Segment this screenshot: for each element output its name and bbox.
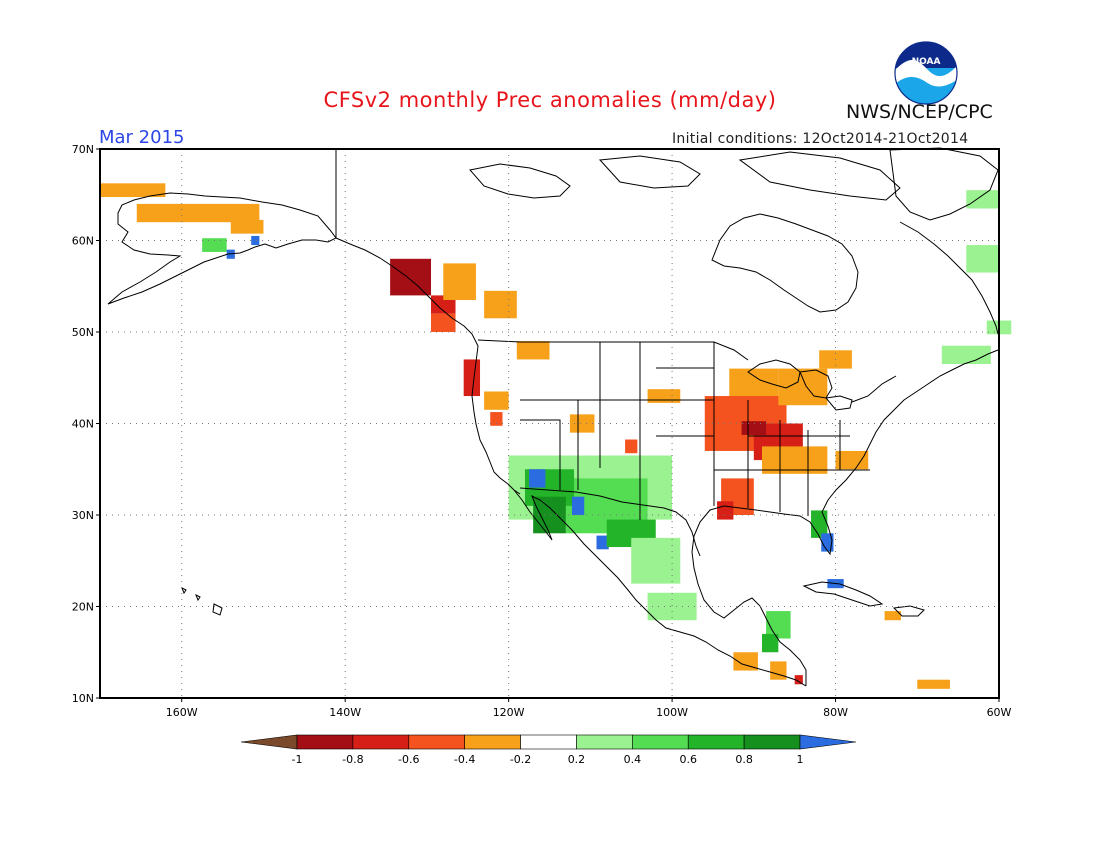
gulf-coast (691, 349, 999, 686)
colorbar-segment (632, 734, 689, 750)
anomaly-cell-48 (966, 190, 999, 209)
colorbar-segment (408, 734, 465, 750)
anomaly-cell-12 (463, 359, 481, 397)
lat-label: 30N (72, 509, 94, 522)
great-lakes (747, 359, 853, 411)
noaa-logo: NOAA (894, 41, 958, 105)
anomaly-cell-10 (484, 290, 517, 319)
lon-label: 160W (166, 706, 198, 719)
anomaly-cell-34 (596, 535, 609, 550)
colorbar-segment (743, 734, 801, 750)
lon-label: 140W (329, 706, 361, 719)
anomaly-cell-42 (761, 633, 779, 653)
anomaly-cell-33 (571, 496, 585, 515)
arctic-islands (469, 147, 999, 221)
colorbar-segment (576, 734, 633, 750)
colorbar-label: -0.4 (454, 753, 475, 766)
cuba (802, 581, 884, 607)
anomaly-cell-32 (529, 469, 546, 488)
hispaniola (892, 605, 925, 617)
us-state-lines (520, 342, 870, 520)
colorbar-segment (687, 734, 745, 750)
colorbar-segment (520, 734, 577, 750)
initial-conditions: Initial conditions: 12Oct2014-21Oct2014 (672, 131, 969, 147)
colorbar-segment (296, 734, 354, 750)
anomaly-cell-15 (569, 414, 595, 433)
baja-and-mexico-coast (513, 489, 807, 687)
lat-label: 70N (72, 143, 94, 156)
anomaly-cell-46 (884, 611, 901, 621)
alaska-coast (107, 192, 337, 305)
colorbar-label: 0.2 (568, 753, 586, 766)
colorbar-label: 0.6 (679, 753, 697, 766)
anomaly-cell-43 (733, 652, 758, 671)
agency-label: NWS/NCEP/CPC (846, 101, 993, 123)
anomaly-cell-38 (811, 510, 828, 538)
hudson-bay (711, 213, 859, 313)
hawaii (181, 586, 223, 616)
anomaly-cell-36 (631, 537, 681, 584)
anomaly-cell-22 (778, 368, 828, 406)
anomaly-cell-25 (835, 450, 869, 470)
anomaly-fill-layer (100, 183, 1012, 689)
anomaly-cell-37 (647, 592, 697, 621)
anomaly-cell-45 (794, 675, 803, 685)
lon-label: 60W (987, 706, 1012, 719)
lat-label: 40N (72, 418, 94, 431)
lon-label: 120W (493, 706, 525, 719)
lat-label: 10N (72, 692, 94, 705)
colorbar-high-arrow (799, 734, 857, 750)
anomaly-cell-14 (490, 412, 503, 426)
anomaly-cell-51 (941, 345, 991, 365)
logo-text: NOAA (912, 57, 941, 67)
colorbar: -1 -0.8 -0.6 -0.4 -0.2 0.2 0.4 0.6 0.8 1 (240, 734, 857, 766)
lat-label: 20N (72, 601, 94, 614)
colorbar-label: -0.8 (342, 753, 363, 766)
anomaly-cell-6 (390, 258, 431, 296)
chart-title: CFSv2 monthly Prec anomalies (mm/day) (323, 88, 777, 112)
labrador-coast (899, 221, 999, 335)
anomaly-cell-17 (647, 389, 681, 403)
political-borders (335, 150, 897, 557)
colorbar-low-arrow (240, 734, 298, 750)
anomaly-cell-27 (717, 501, 734, 520)
anomaly-cell-3 (202, 238, 227, 252)
anomaly-cell-49 (966, 245, 999, 273)
us-mexico-border (519, 487, 701, 557)
colorbar-label: 0.4 (624, 753, 642, 766)
lon-label: 80W (823, 706, 848, 719)
anomaly-cell-47 (917, 679, 950, 689)
colorbar-label: -1 (292, 753, 303, 766)
colorbar-segment (464, 734, 521, 750)
lon-label: 100W (656, 706, 688, 719)
lat-label: 60N (72, 235, 94, 248)
anomaly-cell-8 (430, 313, 456, 332)
colorbar-label: 0.8 (735, 753, 753, 766)
canada-west-coast (335, 237, 521, 495)
axis-labels: 70N 60N 50N 40N 30N 20N 10N 160W 140W 120W 100W 80W… (72, 143, 1012, 719)
anomaly-cell-24 (761, 446, 828, 474)
anomaly-cell-21 (741, 421, 767, 435)
anomaly-cell-4 (251, 235, 260, 246)
colorbar-label: -0.2 (510, 753, 531, 766)
anomaly-cell-1 (136, 203, 260, 223)
anomaly-cell-16 (625, 439, 638, 454)
anomaly-cell-13 (484, 391, 509, 410)
anomaly-cell-0 (100, 183, 166, 198)
colorbar-label: -0.6 (398, 753, 419, 766)
anomaly-cell-44 (770, 661, 787, 680)
coastlines (107, 147, 999, 687)
anomaly-cell-2 (230, 219, 264, 234)
colorbar-segment (352, 734, 410, 750)
anomaly-cell-9 (443, 263, 476, 300)
forecast-month: Mar 2015 (99, 127, 185, 148)
anomaly-cell-11 (516, 341, 550, 360)
lat-label: 50N (72, 326, 94, 339)
colorbar-label: 1 (797, 753, 804, 766)
